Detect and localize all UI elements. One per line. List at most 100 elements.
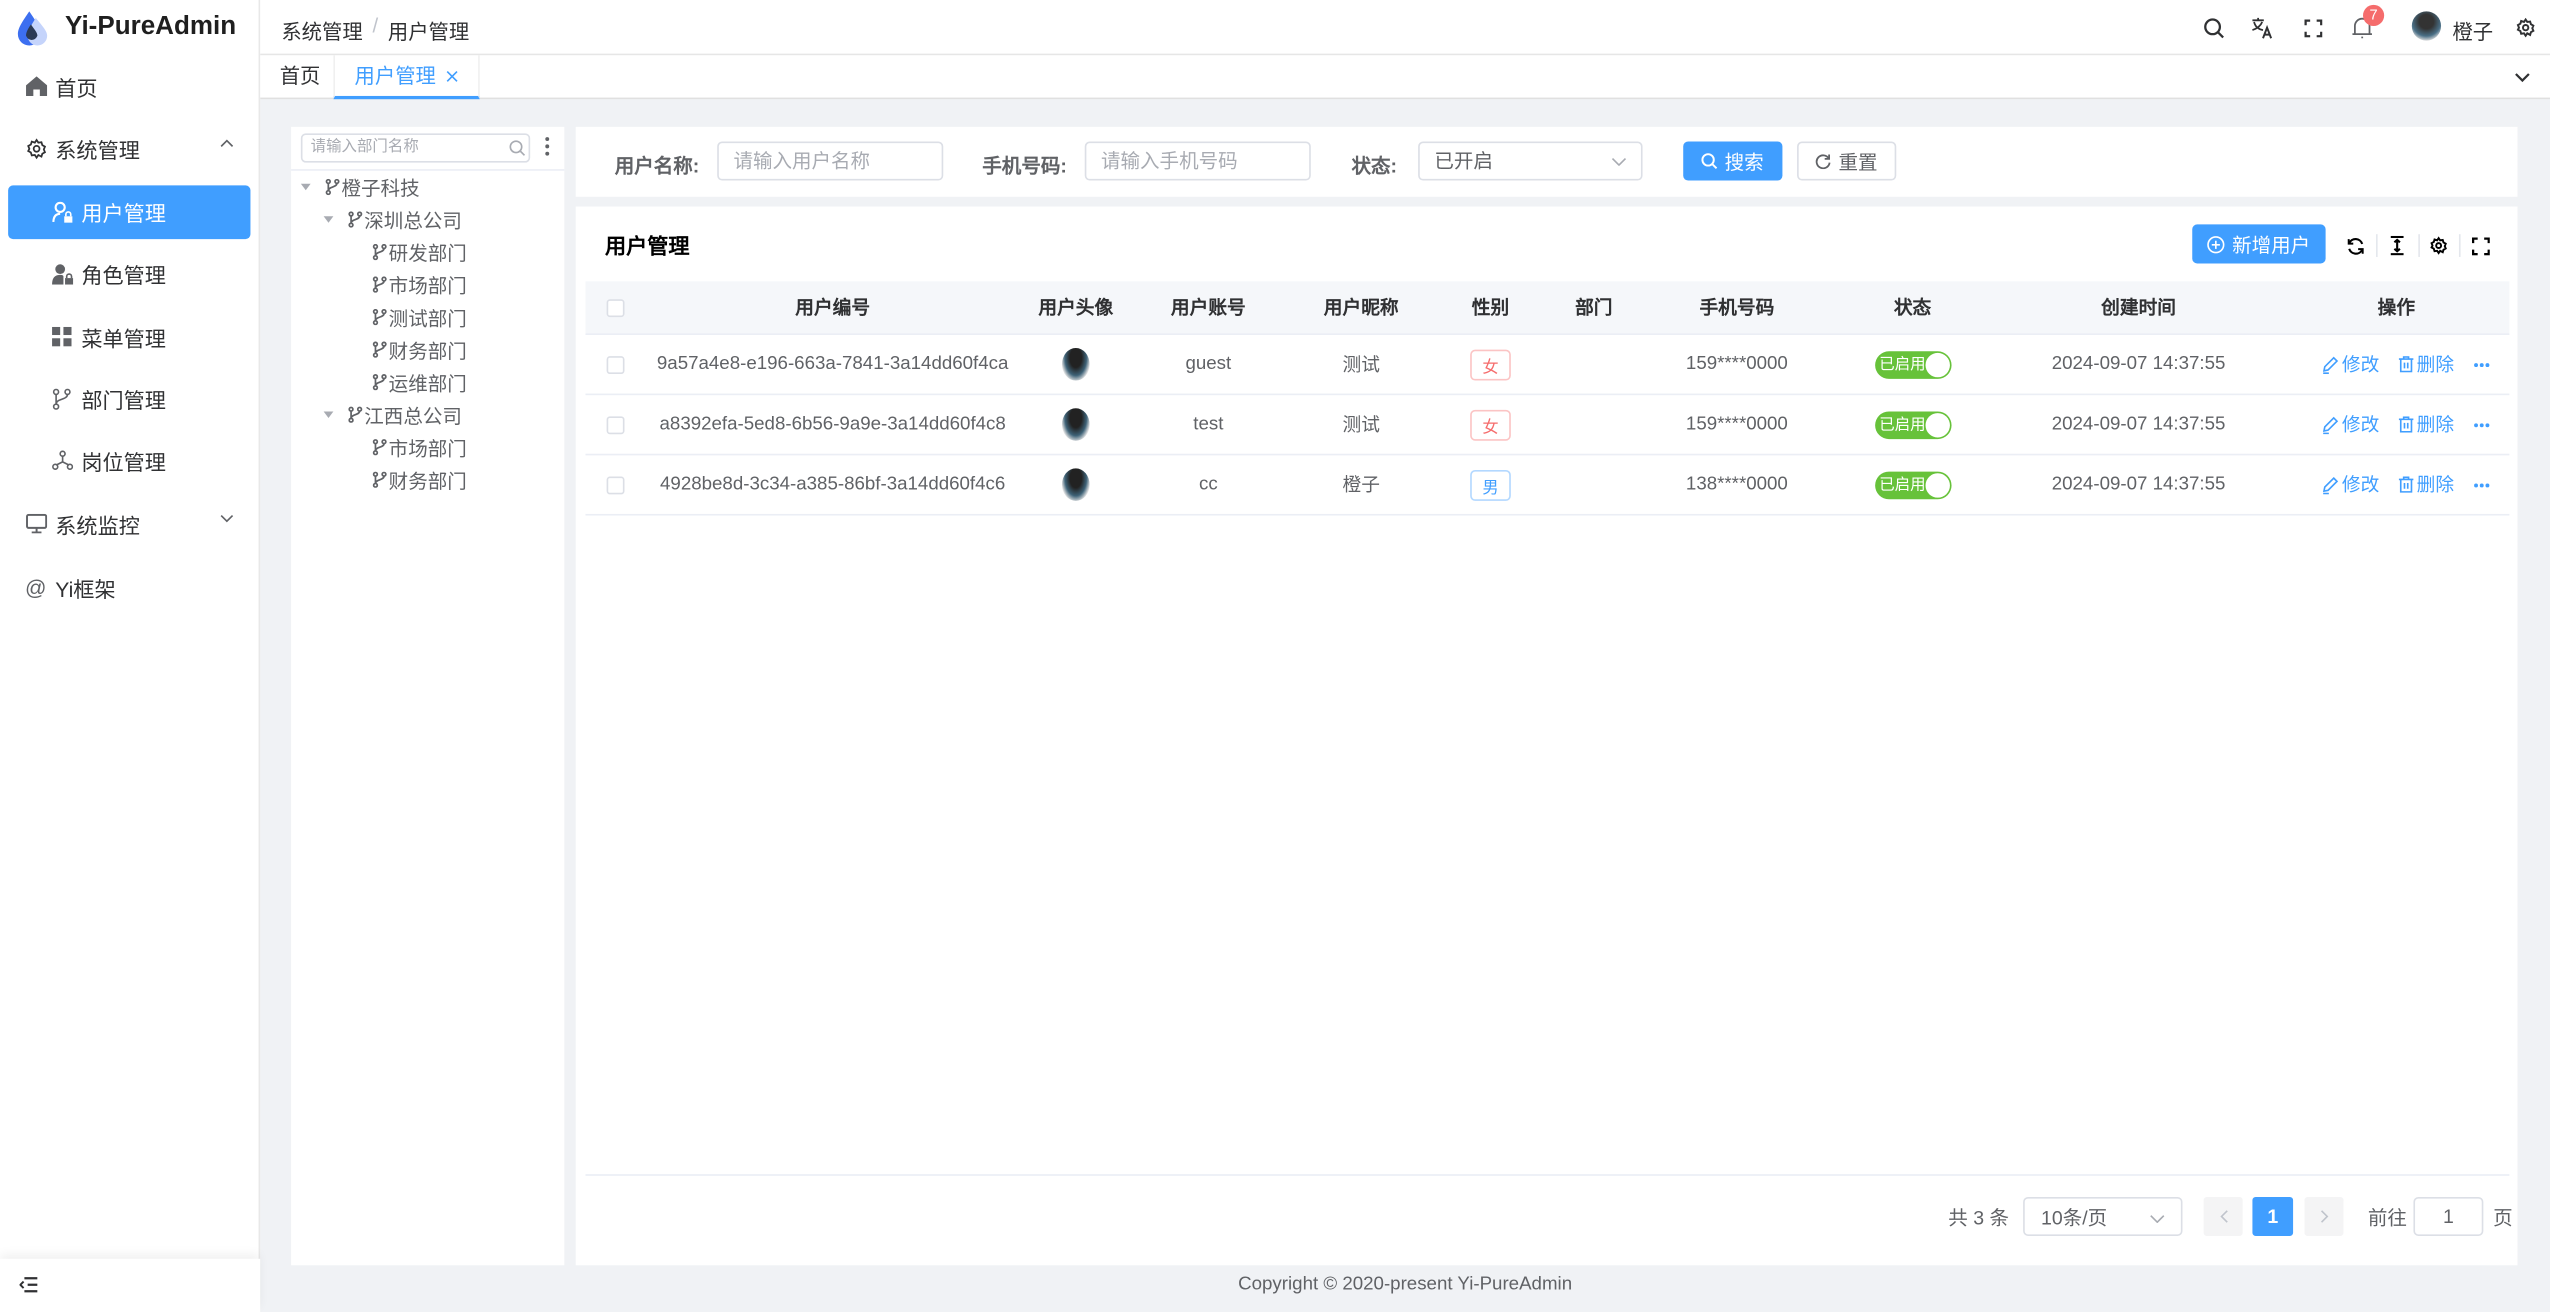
- page-size-select[interactable]: 10条/页: [2023, 1196, 2183, 1236]
- sidebar-item-home[interactable]: 首页: [0, 59, 260, 114]
- close-icon[interactable]: [446, 69, 459, 82]
- sidebar-item-post-management[interactable]: 岗位管理: [0, 433, 260, 488]
- sidebar-item-department-management[interactable]: 部门管理: [0, 371, 260, 426]
- tree-node-label: 测试部门: [388, 306, 467, 330]
- grid-icon: [50, 325, 73, 348]
- translate-icon[interactable]: [2249, 15, 2275, 41]
- tree-node[interactable]: 财务部门: [346, 333, 467, 366]
- user-avatar[interactable]: [2411, 11, 2442, 41]
- delete-button[interactable]: 删除: [2398, 411, 2454, 437]
- next-page-button[interactable]: [2304, 1196, 2344, 1236]
- tree-node[interactable]: 市场部门: [346, 431, 467, 464]
- account-cell: cc: [1198, 474, 1218, 495]
- fullscreen-icon[interactable]: [2300, 15, 2326, 41]
- tree-node[interactable]: 橙子科技: [300, 171, 420, 204]
- branch-icon: [372, 308, 387, 326]
- search-button[interactable]: 搜索: [1683, 141, 1783, 181]
- add-user-button[interactable]: 新增用户: [2192, 224, 2326, 264]
- username[interactable]: 橙子: [2452, 21, 2494, 44]
- edit-button[interactable]: 修改: [2322, 411, 2379, 437]
- column-header: 用户头像: [1038, 299, 1114, 319]
- sidebar-item-label: 岗位管理: [81, 449, 166, 475]
- search-icon[interactable]: [2200, 15, 2226, 41]
- fullscreen-icon[interactable]: [2469, 234, 2492, 257]
- gender-tag: 男: [1470, 469, 1511, 501]
- settings-gear-icon[interactable]: [2513, 15, 2539, 41]
- column-header: 性别: [1471, 299, 1510, 319]
- row-checkbox[interactable]: [605, 475, 624, 494]
- trash-icon: [2398, 416, 2414, 433]
- status-cell: 已启用: [1831, 335, 1994, 394]
- sidebar-item-system-management[interactable]: 系统管理: [0, 120, 260, 175]
- branch-icon: [372, 243, 387, 261]
- status-cell: 已启用: [1831, 395, 1994, 454]
- branch-icon: [348, 211, 363, 228]
- breadcrumb-item[interactable]: 系统管理: [281, 21, 363, 44]
- more-actions-icon[interactable]: [2474, 362, 2490, 367]
- branch-icon: [372, 374, 387, 391]
- sidebar-item-user-management[interactable]: 用户管理: [8, 185, 251, 240]
- table-row: a8392efa-5ed8-6b56-9a9e-3a14dd60f4c8 test…: [585, 395, 2510, 456]
- select-all-checkbox[interactable]: [605, 298, 624, 317]
- table-title: 用户管理: [604, 234, 690, 259]
- tab-home[interactable]: 首页: [260, 55, 340, 99]
- sidebar-item-role-management[interactable]: 角色管理: [0, 246, 260, 301]
- tree-node[interactable]: 深圳总公司: [323, 203, 462, 236]
- status-toggle[interactable]: 已启用: [1874, 410, 1951, 439]
- page-number-button[interactable]: 1: [2252, 1196, 2294, 1236]
- nickname-cell: 测试: [1342, 356, 1380, 376]
- tree-node[interactable]: 市场部门: [346, 268, 467, 301]
- tree-node[interactable]: 测试部门: [346, 301, 467, 334]
- sidebar-item-yi-framework[interactable]: @ Yi框架: [0, 559, 260, 614]
- toggle-knob: [1924, 352, 1950, 377]
- user-id-cell: 9a57a4e8-e196-663a-7841-3a14dd60f4ca: [656, 354, 1009, 375]
- department-cell: [1545, 455, 1643, 514]
- caret-down-icon[interactable]: [323, 216, 334, 223]
- prev-page-button[interactable]: [2203, 1196, 2243, 1236]
- caret-down-icon[interactable]: [323, 411, 334, 418]
- username-label: 用户名称:: [614, 154, 700, 178]
- status-toggle[interactable]: 已启用: [1874, 350, 1951, 379]
- avatar[interactable]: [1061, 408, 1090, 441]
- created-time-cell: 2024-09-07 14:37:55: [2051, 474, 2226, 495]
- phone-input[interactable]: 请输入手机号码: [1084, 141, 1311, 181]
- more-actions-icon[interactable]: [2474, 482, 2490, 487]
- department-search-input[interactable]: 请输入部门名称: [300, 133, 531, 163]
- reset-button[interactable]: 重置: [1797, 141, 1897, 181]
- avatar[interactable]: [1061, 468, 1090, 501]
- sidebar-item-menu-management[interactable]: 菜单管理: [0, 309, 260, 364]
- edit-button[interactable]: 修改: [2322, 351, 2379, 377]
- status-select[interactable]: 已开启: [1418, 141, 1643, 181]
- checkbox-cell: [585, 395, 644, 454]
- created-time-cell: 2024-09-07 14:37:55: [2051, 414, 2226, 435]
- edit-button[interactable]: 修改: [2322, 472, 2379, 498]
- status-toggle[interactable]: 已启用: [1874, 470, 1951, 499]
- row-density-icon[interactable]: [2386, 234, 2409, 257]
- delete-button[interactable]: 删除: [2398, 472, 2454, 498]
- trash-icon: [2398, 476, 2414, 493]
- status-toggle-label: 已启用: [1879, 415, 1926, 434]
- tree-node[interactable]: 研发部门: [346, 236, 467, 269]
- tree-node[interactable]: 运维部门: [346, 366, 467, 399]
- delete-button[interactable]: 删除: [2398, 351, 2454, 377]
- tabs-dropdown-chevron-icon[interactable]: [2514, 72, 2530, 83]
- more-vertical-icon[interactable]: [545, 137, 550, 157]
- nickname-cell: 测试: [1342, 416, 1380, 436]
- collapse-sidebar-button[interactable]: [0, 1258, 261, 1312]
- refresh-icon[interactable]: [2343, 234, 2366, 257]
- tab-user-management[interactable]: 用户管理: [333, 55, 480, 100]
- tree-node[interactable]: 财务部门: [346, 463, 467, 496]
- caret-down-icon[interactable]: [300, 183, 311, 191]
- more-actions-icon[interactable]: [2474, 422, 2490, 427]
- table-row: 4928be8d-3c34-a385-86bf-3a14dd60f4c6 cc 橙子…: [585, 455, 2510, 516]
- row-checkbox[interactable]: [605, 355, 624, 374]
- goto-page-input[interactable]: 1: [2413, 1196, 2484, 1236]
- branch-icon: [372, 439, 387, 456]
- select-all-cell[interactable]: [585, 281, 644, 333]
- avatar[interactable]: [1061, 348, 1090, 381]
- column-settings-icon[interactable]: [2426, 234, 2449, 257]
- sidebar-item-system-monitor[interactable]: 系统监控: [0, 496, 260, 551]
- row-checkbox[interactable]: [605, 415, 624, 434]
- tree-node[interactable]: 江西总公司: [323, 398, 462, 431]
- username-input[interactable]: 请输入用户名称: [717, 141, 944, 181]
